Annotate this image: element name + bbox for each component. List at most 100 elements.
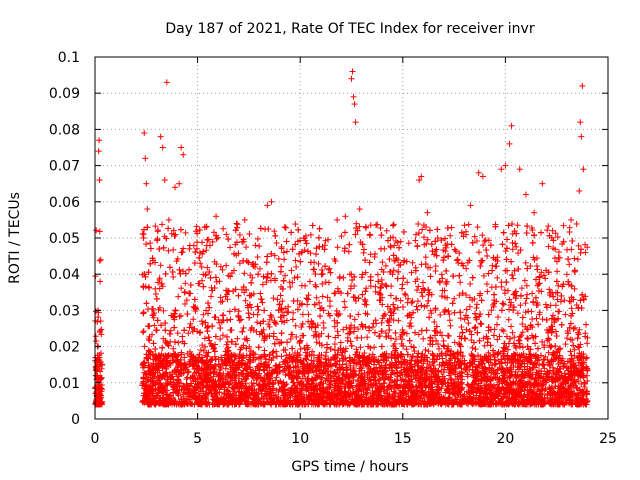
data-point <box>262 226 269 233</box>
data-point <box>522 300 529 307</box>
data-point <box>170 246 177 253</box>
data-point <box>183 297 190 304</box>
data-point <box>387 292 394 299</box>
data-point <box>336 273 343 280</box>
data-point <box>311 301 318 308</box>
data-point <box>181 289 188 296</box>
data-point <box>178 285 185 292</box>
data-point <box>92 367 99 374</box>
data-point <box>281 256 288 263</box>
data-point <box>484 288 491 295</box>
data-point <box>494 274 501 281</box>
data-point <box>337 339 344 346</box>
data-point <box>576 326 583 333</box>
data-point <box>382 282 389 289</box>
data-point <box>382 262 389 269</box>
data-point <box>220 312 227 319</box>
data-point <box>374 271 381 278</box>
data-point <box>213 278 220 285</box>
data-point <box>501 290 508 297</box>
data-point <box>167 327 174 334</box>
data-point <box>219 266 226 273</box>
data-point <box>263 279 270 286</box>
data-point <box>241 270 248 277</box>
data-point <box>157 262 164 269</box>
data-point <box>414 306 421 313</box>
data-point <box>279 298 286 305</box>
data-point <box>438 385 445 392</box>
data-point <box>367 283 374 290</box>
data-point <box>445 308 452 315</box>
data-point <box>567 348 574 355</box>
data-point <box>181 300 188 307</box>
data-point <box>254 319 261 326</box>
data-point <box>234 335 241 342</box>
data-point <box>367 222 374 229</box>
data-point <box>341 298 348 305</box>
data-point <box>447 322 454 329</box>
data-point <box>550 312 557 319</box>
data-point <box>292 257 299 264</box>
data-point <box>333 307 340 314</box>
data-point <box>93 366 100 373</box>
data-point <box>300 332 307 339</box>
data-point <box>483 281 490 288</box>
data-point <box>419 279 426 286</box>
data-point <box>285 303 292 310</box>
data-point <box>514 222 521 229</box>
data-point <box>386 315 393 322</box>
data-point <box>93 227 100 234</box>
data-point <box>220 225 227 232</box>
data-point <box>435 345 442 352</box>
data-point <box>159 221 166 228</box>
data-point <box>383 227 390 234</box>
data-point <box>318 330 325 337</box>
data-point <box>562 311 569 318</box>
data-point <box>331 341 338 348</box>
data-point <box>97 318 104 325</box>
data-point <box>378 319 385 326</box>
data-point <box>219 332 226 339</box>
data-point <box>96 228 103 235</box>
data-point <box>276 301 283 308</box>
data-point <box>545 223 552 230</box>
data-point <box>479 257 486 264</box>
data-point <box>254 235 261 242</box>
data-point <box>152 290 159 297</box>
data-point <box>216 278 223 285</box>
data-point <box>160 307 167 314</box>
data-point <box>395 317 402 324</box>
data-point <box>412 231 419 238</box>
data-point <box>447 232 454 239</box>
data-point <box>456 250 463 257</box>
data-point <box>298 324 305 331</box>
data-point <box>306 278 313 285</box>
data-point <box>96 257 103 264</box>
data-point <box>282 272 289 279</box>
data-point <box>422 254 429 261</box>
data-point <box>506 296 513 303</box>
data-point <box>443 244 450 251</box>
data-point <box>539 316 546 323</box>
data-point <box>334 328 341 335</box>
data-point <box>522 259 529 266</box>
data-point <box>408 343 415 350</box>
data-point <box>246 343 253 350</box>
data-point <box>465 320 472 327</box>
data-point <box>492 263 499 270</box>
data-point <box>437 329 444 336</box>
data-point <box>98 326 105 333</box>
data-point <box>270 330 277 337</box>
data-point <box>199 321 206 328</box>
data-point <box>182 229 189 236</box>
data-point <box>556 308 563 315</box>
data-point <box>357 344 364 351</box>
data-point <box>451 295 458 302</box>
data-point <box>393 336 400 343</box>
data-point <box>521 277 528 284</box>
data-point <box>430 362 437 369</box>
data-point <box>458 323 465 330</box>
data-point <box>367 251 374 258</box>
data-point <box>276 301 283 308</box>
data-point <box>561 297 568 304</box>
